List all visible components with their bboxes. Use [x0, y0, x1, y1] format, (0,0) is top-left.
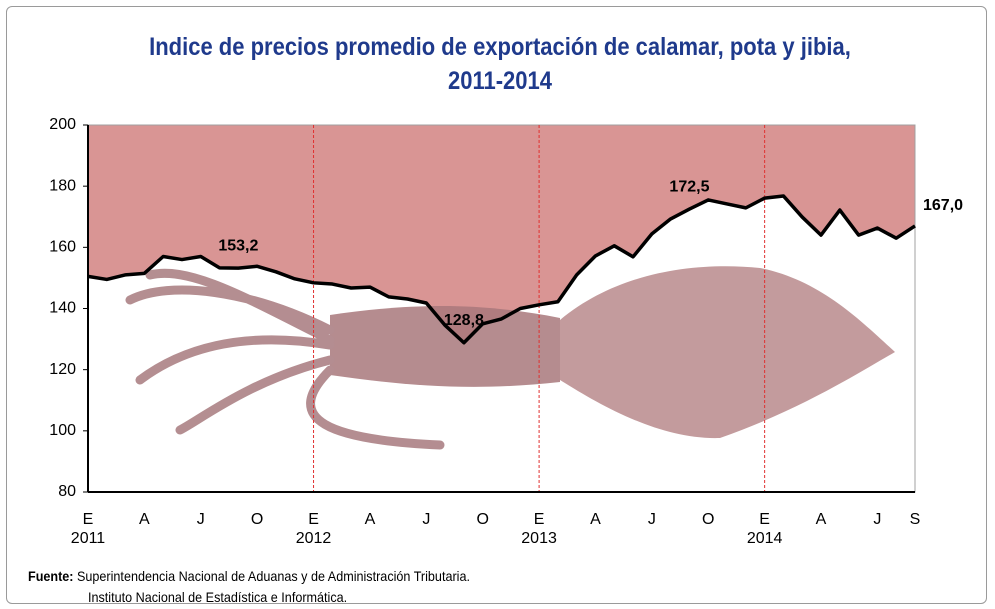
source-line: Instituto Nacional de Estadística e Info…: [88, 589, 347, 605]
x-tick-label: E: [759, 511, 770, 528]
x-tick-label: A: [590, 511, 601, 528]
y-tick-label: 100: [49, 422, 76, 439]
x-tick-label: O: [251, 511, 263, 528]
x-tick-label: A: [365, 511, 376, 528]
x-tick-label: J: [648, 511, 656, 528]
x-tick-label: E: [534, 511, 545, 528]
x-tick-label: S: [910, 511, 921, 528]
x-tick-label: J: [197, 511, 205, 528]
x-tick-label: O: [476, 511, 488, 528]
source-label: Fuente:: [28, 568, 74, 584]
x-year-label: 2012: [296, 530, 332, 547]
data-label: 128,8: [444, 312, 484, 329]
x-year-label: 2014: [747, 530, 783, 547]
x-tick-label: A: [139, 511, 150, 528]
chart: 153,2 128,8 172,5 167,0 80 100 120 140 160 180 200…: [0, 0, 995, 609]
squid-mantle: [560, 266, 895, 438]
data-label: 172,5: [669, 178, 709, 195]
x-tick-label: E: [83, 511, 94, 528]
y-tick-label: 180: [49, 177, 76, 194]
y-tick-label: 140: [49, 300, 76, 317]
x-tick-label: O: [702, 511, 714, 528]
page: {"chart_data": {"type": "line", "title":…: [0, 0, 995, 609]
y-tick-label: 160: [49, 239, 76, 256]
y-tick-label: 120: [49, 361, 76, 378]
y-tick-label: 200: [49, 116, 76, 133]
data-label: 153,2: [218, 237, 258, 254]
x-year-label: 2013: [521, 530, 557, 547]
source: Fuente: Superintendencia Nacional de Adu…: [28, 568, 470, 584]
y-tick-label: 80: [58, 483, 76, 500]
data-label: 167,0: [923, 197, 963, 214]
x-tick-label: J: [422, 511, 430, 528]
x-tick-label: E: [308, 511, 319, 528]
x-tick-label: A: [816, 511, 827, 528]
source-line: Superintendencia Nacional de Aduanas y d…: [77, 568, 470, 584]
x-year-label: 2011: [71, 530, 106, 547]
x-tick-label: J: [873, 511, 881, 528]
